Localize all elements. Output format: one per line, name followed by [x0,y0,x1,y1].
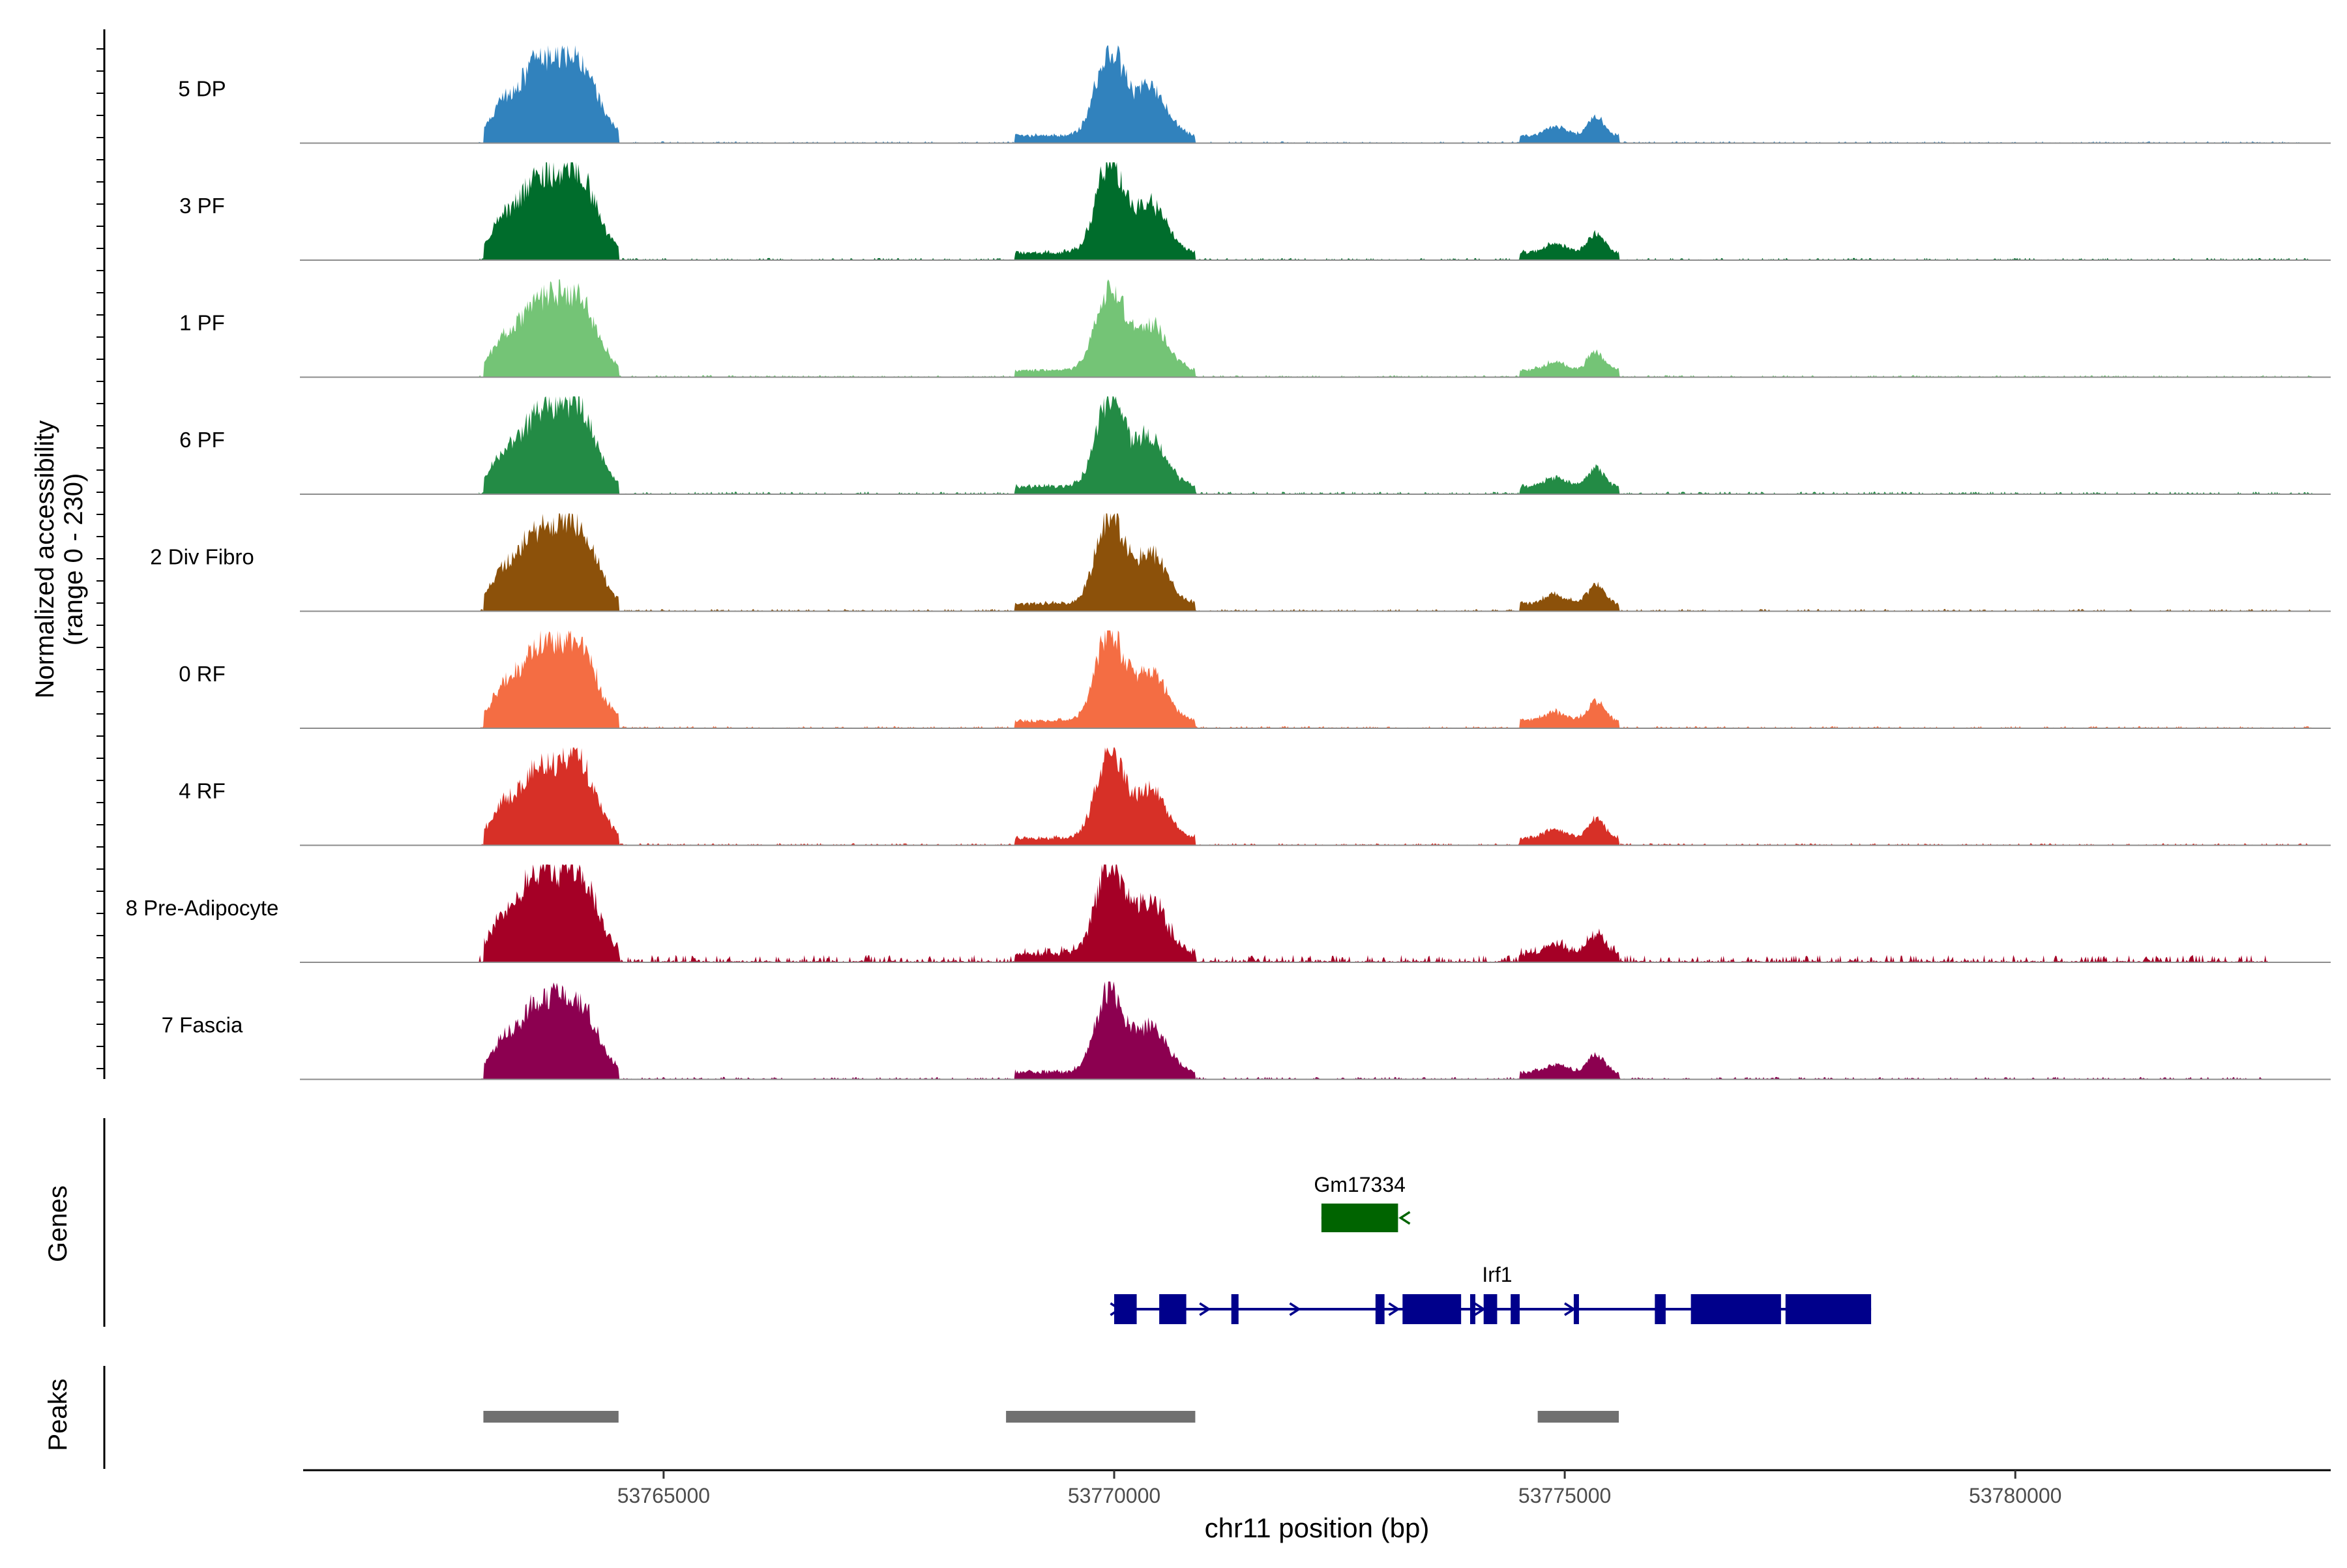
strand-chevron [1289,1302,1301,1316]
gene-exon [1785,1294,1872,1324]
track-label: 4 RF [179,779,226,803]
strand-chevron [1473,1302,1486,1316]
gene-exon [1655,1294,1666,1324]
gene-label-Irf1: Irf1 [1482,1263,1512,1286]
track-label: 3 PF [179,194,225,218]
coverage-area-1 [479,162,2313,260]
peak-bar [1006,1411,1196,1423]
gene-exon [1469,1294,1475,1324]
gene-exon [1573,1294,1579,1324]
gene-exon [1231,1294,1239,1324]
x-axis-label: chr11 position (bp) [1205,1513,1430,1543]
x-axis: 53765000 53770000 53775000 53780000 [303,1469,2331,1507]
strand-chevron [1388,1302,1400,1316]
gene-exon [1375,1294,1385,1324]
track-label: 1 PF [179,311,225,335]
strand-chevron [1398,1211,1411,1225]
gene-exon [1159,1294,1187,1324]
y-axis-label-line1: Normalized accessibility [31,421,59,699]
peak-track [103,1366,1619,1469]
peak-bar [1537,1411,1619,1423]
coverage-tracks: 5 DP 3 PF 1 PF 6 PF 2 Div Fibro 0 RF 4 RF 8 Pre… [126,45,2331,1080]
coverage-area-3 [479,396,2313,494]
gene-exon [1402,1294,1462,1324]
coverage-area-5 [479,630,2313,728]
gene-track: Gm17334 Irf1 [103,1118,1872,1327]
peaks-track-label: Peaks [44,1378,72,1451]
strand-chevron [1110,1302,1122,1316]
coverage-area-4 [479,513,2313,612]
strand-chevron [1199,1302,1211,1316]
track-label: 5 DP [178,77,226,101]
coverage-area-0 [479,45,2313,143]
gene-exon [1690,1294,1781,1324]
gene-label-Gm17334: Gm17334 [1314,1173,1406,1196]
x-tick-label: 53775000 [1518,1484,1611,1507]
x-tick-label: 53770000 [1068,1484,1160,1507]
genes-track-label: Genes [44,1185,72,1262]
gene-exon [1511,1294,1520,1324]
track-label: 2 Div Fibro [150,545,254,569]
strand-chevron [1564,1302,1576,1316]
coverage-area-7 [479,865,2268,962]
gene-exon [1321,1204,1398,1232]
track-label: 7 Fascia [162,1013,243,1037]
track-label: 6 PF [179,428,225,452]
coverage-area-6 [479,747,2313,846]
coverage-area-8 [479,981,2268,1080]
y-axis [96,29,106,1079]
y-axis-label-line2: (range 0 - 230) [59,473,88,646]
x-tick-label: 53780000 [1969,1484,2061,1507]
coverage-area-2 [479,279,2313,377]
track-label: 0 RF [179,662,226,686]
x-tick-label: 53765000 [617,1484,710,1507]
track-label: 8 Pre-Adipocyte [126,896,279,920]
gene-exon [1483,1294,1498,1324]
peak-bar [483,1411,619,1423]
